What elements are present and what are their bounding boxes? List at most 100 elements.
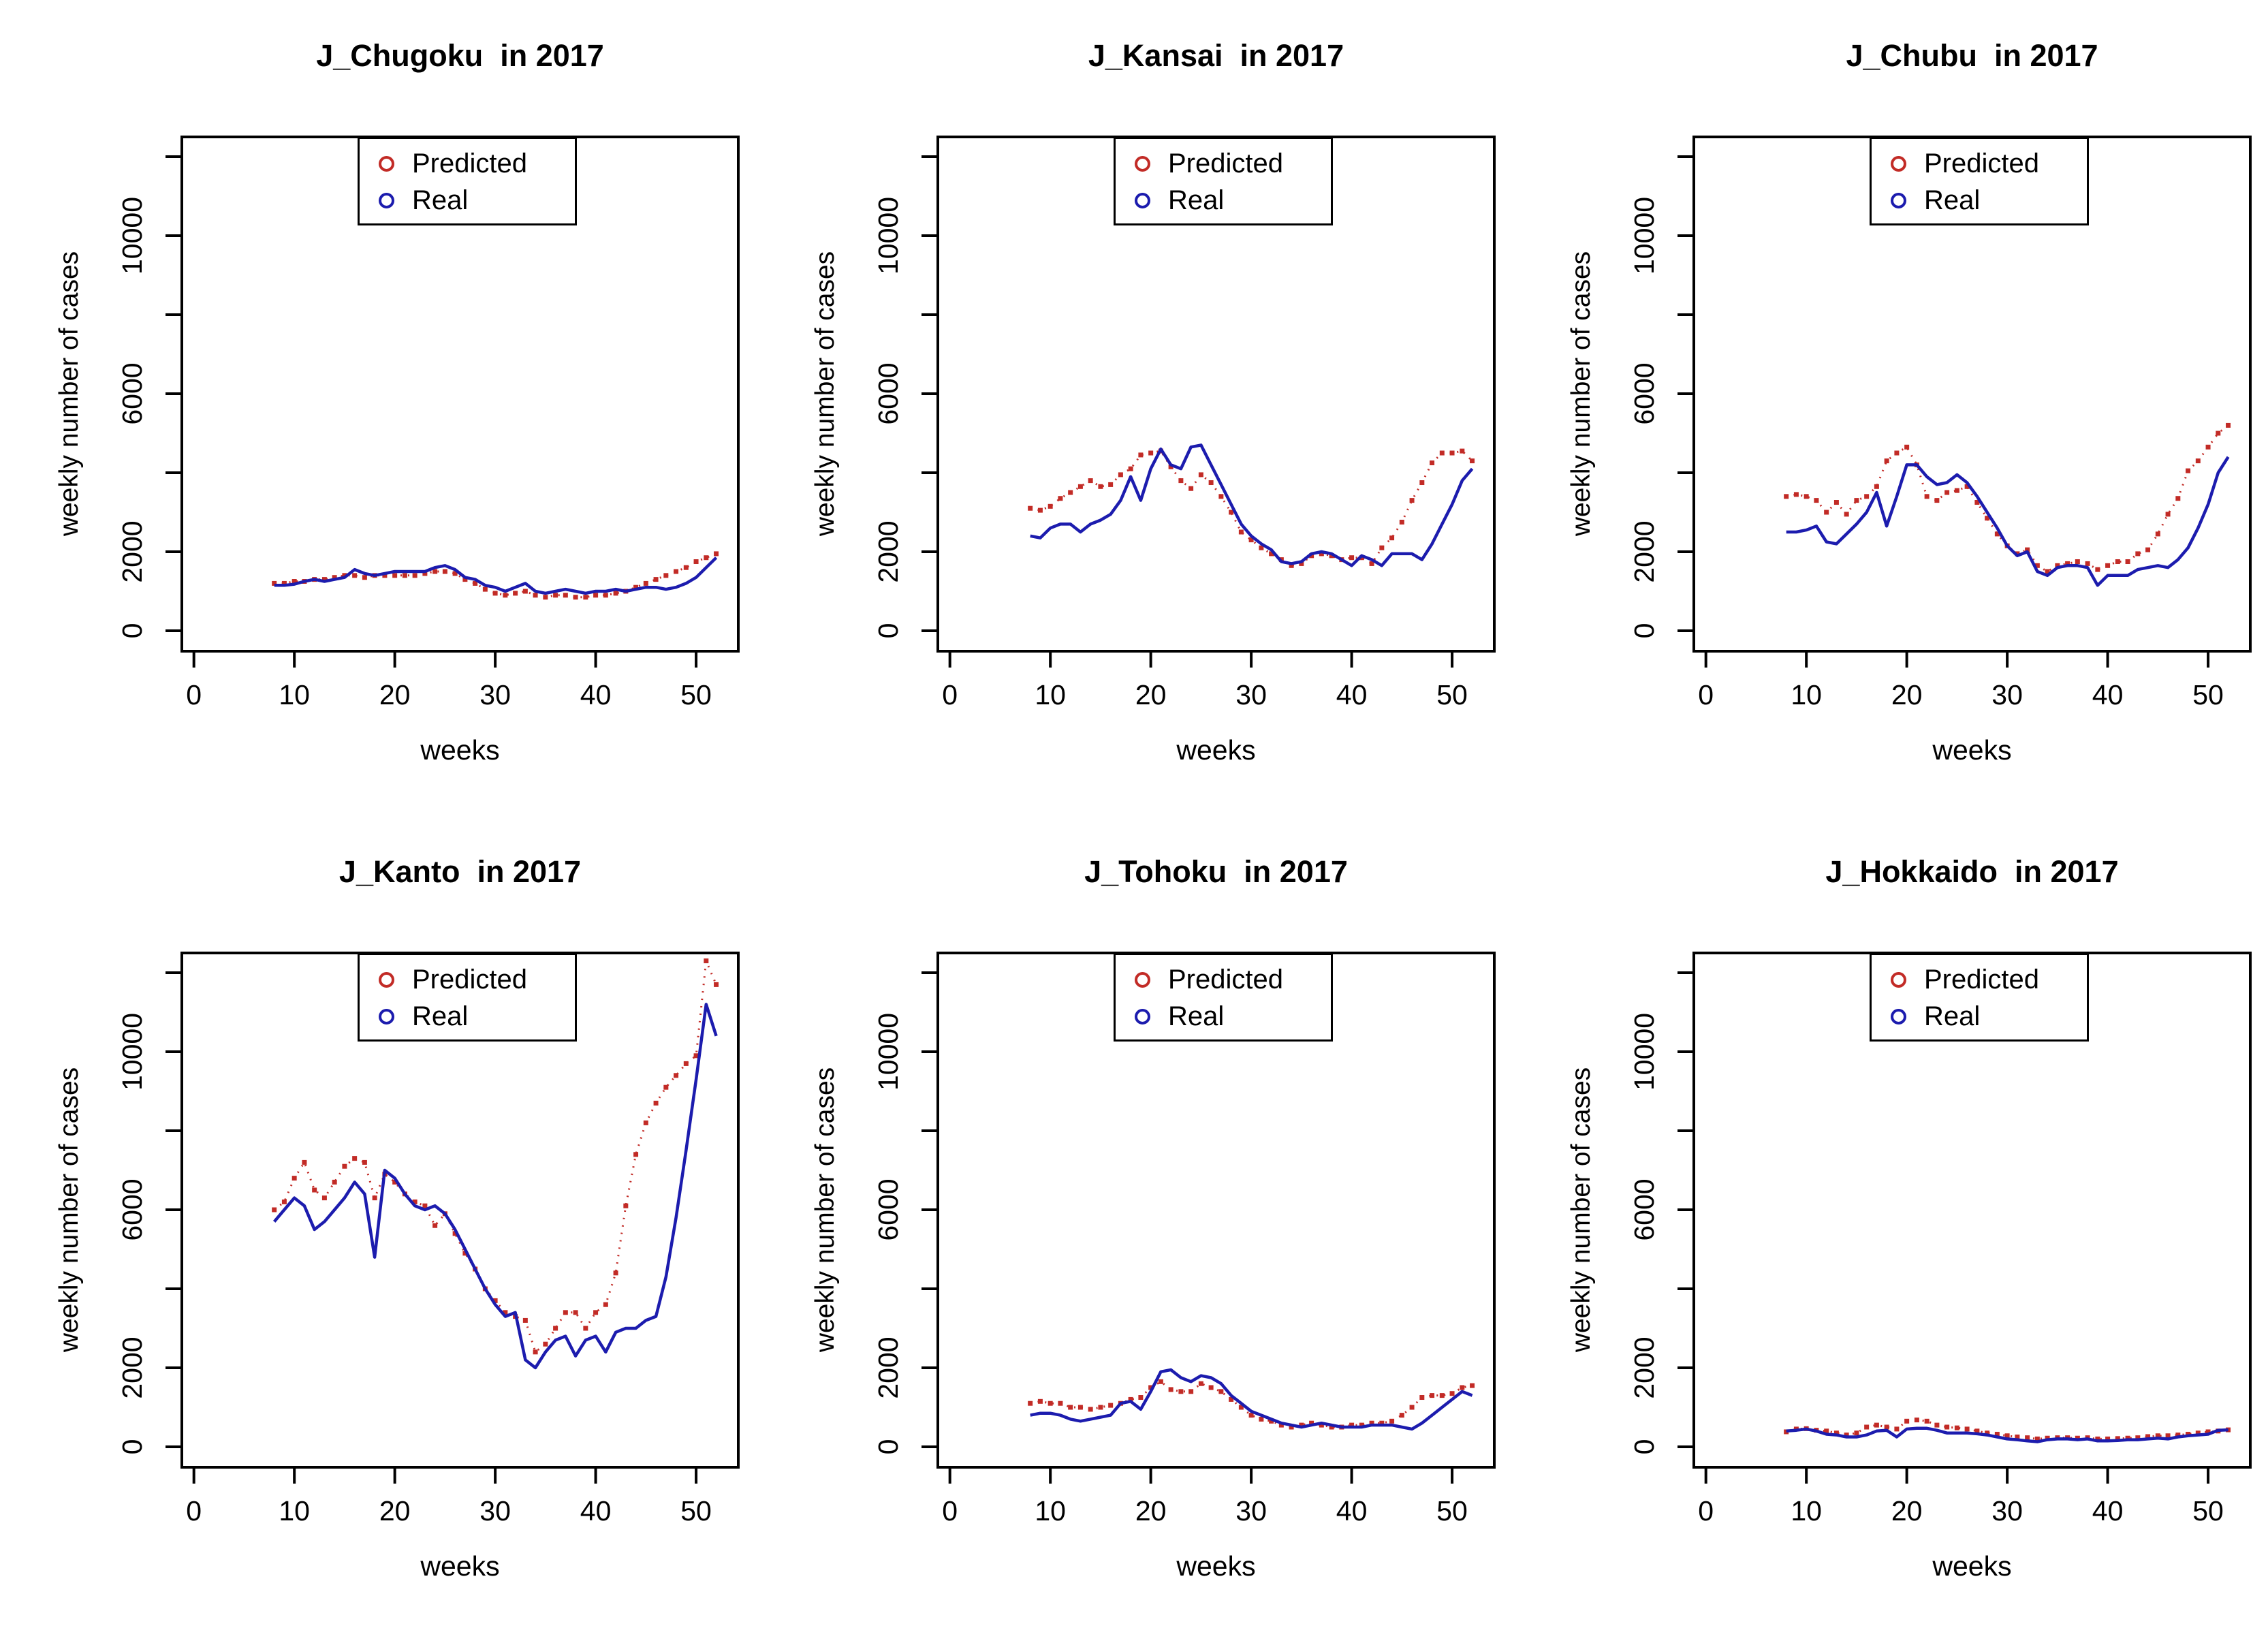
predicted-point xyxy=(2045,1435,2050,1441)
predicted-point xyxy=(1188,486,1194,491)
predicted-point xyxy=(342,1163,347,1169)
predicted-point xyxy=(1874,1422,1879,1428)
predicted-point xyxy=(1178,1389,1184,1394)
predicted-point xyxy=(2195,458,2201,464)
predicted-point xyxy=(382,573,388,578)
predicted-point xyxy=(1419,1395,1425,1401)
y-tick-label: 10000 xyxy=(1628,197,1660,275)
predicted-point xyxy=(1229,510,1234,515)
predicted-point xyxy=(462,577,468,582)
predicted-point xyxy=(1058,496,1063,501)
x-tick-label: 30 xyxy=(479,1495,511,1527)
predicted-point xyxy=(1168,464,1174,469)
subplot-hokkaido: 0 10 20 30 40 50 0 2000 6000 10000 J_Hokkaido in … xyxy=(1539,827,2268,1643)
plot-title: J_Kanto in 2017 xyxy=(338,854,582,889)
predicted-point xyxy=(1954,488,1959,493)
predicted-point xyxy=(2115,559,2120,565)
predicted-point xyxy=(1048,1401,1053,1406)
predicted-point xyxy=(272,580,277,586)
predicted-point xyxy=(663,573,669,578)
predicted-point xyxy=(553,593,558,598)
legend: Predicted Real xyxy=(1870,137,2089,225)
x-tick-label: 10 xyxy=(279,1495,310,1527)
predicted-point xyxy=(1369,561,1374,566)
predicted-point xyxy=(1218,494,1224,499)
y-tick-label: 2000 xyxy=(872,1336,904,1398)
legend: Predicted Real xyxy=(358,137,577,225)
predicted-point xyxy=(1077,1405,1083,1410)
subplot-chubu: 0 10 20 30 40 50 0 2000 6000 10000 J_Chubu in 201… xyxy=(1539,11,2268,827)
predicted-point xyxy=(2065,561,2070,566)
predicted-point xyxy=(1854,1430,1859,1436)
predicted-point xyxy=(1470,458,1475,464)
predicted-point xyxy=(693,559,699,565)
x-axis-label: weeks xyxy=(420,734,500,766)
predicted-point xyxy=(1208,1385,1214,1390)
predicted-circle-icon xyxy=(1891,155,1906,172)
predicted-point xyxy=(1319,551,1324,557)
legend-entry-predicted: Predicted xyxy=(1891,148,2080,178)
predicted-point xyxy=(312,1187,317,1193)
predicted-point xyxy=(1037,1398,1043,1404)
predicted-point xyxy=(432,1223,438,1228)
predicted-point xyxy=(1248,537,1254,543)
predicted-point xyxy=(653,1100,659,1106)
y-tick-label: 10000 xyxy=(116,197,148,275)
predicted-point xyxy=(533,593,538,598)
predicted-point xyxy=(412,573,418,578)
plot-canvas: 0 10 20 30 40 50 0 2000 6000 10000 xyxy=(872,136,1496,710)
real-circle-icon xyxy=(1891,1008,1906,1024)
y-tick-label: 0 xyxy=(116,623,148,639)
predicted-point xyxy=(1299,1422,1304,1428)
predicted-point xyxy=(1238,529,1244,535)
predicted-point xyxy=(1399,520,1404,525)
predicted-point xyxy=(292,1176,297,1181)
predicted-point xyxy=(332,575,337,580)
predicted-point xyxy=(1460,448,1465,454)
predicted-point xyxy=(1309,553,1314,559)
predicted-point xyxy=(1804,494,1809,499)
predicted-point xyxy=(1904,444,1910,450)
predicted-point xyxy=(1077,484,1083,489)
x-tick-label: 30 xyxy=(1235,679,1267,710)
predicted-point xyxy=(1409,498,1415,503)
y-tick-label: 0 xyxy=(872,1439,904,1455)
y-tick-label: 6000 xyxy=(872,362,904,424)
subplot-kansai: 0 10 20 30 40 50 0 2000 6000 10000 J_Kansai in 20… xyxy=(783,11,1539,827)
predicted-point xyxy=(613,1270,618,1276)
y-tick-label: 10000 xyxy=(872,197,904,275)
real-circle-icon xyxy=(379,192,394,208)
predicted-point xyxy=(1824,510,1829,515)
predicted-point xyxy=(1874,484,1879,489)
predicted-point xyxy=(2186,468,2191,473)
predicted-point xyxy=(2095,1436,2100,1441)
real-circle-icon xyxy=(1891,192,1906,208)
predicted-point xyxy=(2075,1435,2080,1441)
predicted-point xyxy=(573,1310,578,1315)
predicted-point xyxy=(332,1179,337,1185)
predicted-point xyxy=(1894,1426,1900,1432)
x-tick-label: 20 xyxy=(1891,1495,1923,1527)
x-tick-label: 10 xyxy=(1035,679,1066,710)
predicted-point xyxy=(272,1207,277,1212)
predicted-point xyxy=(2125,559,2130,565)
predicted-point xyxy=(2205,1429,2211,1435)
y-tick-label: 10000 xyxy=(872,1013,904,1091)
legend-label: Predicted xyxy=(1924,965,2039,995)
predicted-point xyxy=(1168,1387,1174,1392)
predicted-point xyxy=(1833,500,1839,505)
predicted-point xyxy=(2195,1430,2201,1436)
real-line xyxy=(1030,443,1474,567)
predicted-point xyxy=(1985,1430,1990,1436)
predicted-point xyxy=(1854,498,1859,503)
x-axis-label: weeks xyxy=(1176,1550,1256,1582)
predicted-point xyxy=(2045,569,2050,574)
predicted-point xyxy=(543,1341,548,1347)
predicted-point xyxy=(1934,1422,1940,1428)
predicted-point xyxy=(1904,1418,1910,1424)
predicted-dotted-line xyxy=(1030,1380,1472,1428)
predicted-point xyxy=(1329,553,1334,559)
legend-label: Real xyxy=(412,1001,469,1031)
predicted-point xyxy=(1098,484,1103,489)
predicted-point xyxy=(603,1302,608,1307)
